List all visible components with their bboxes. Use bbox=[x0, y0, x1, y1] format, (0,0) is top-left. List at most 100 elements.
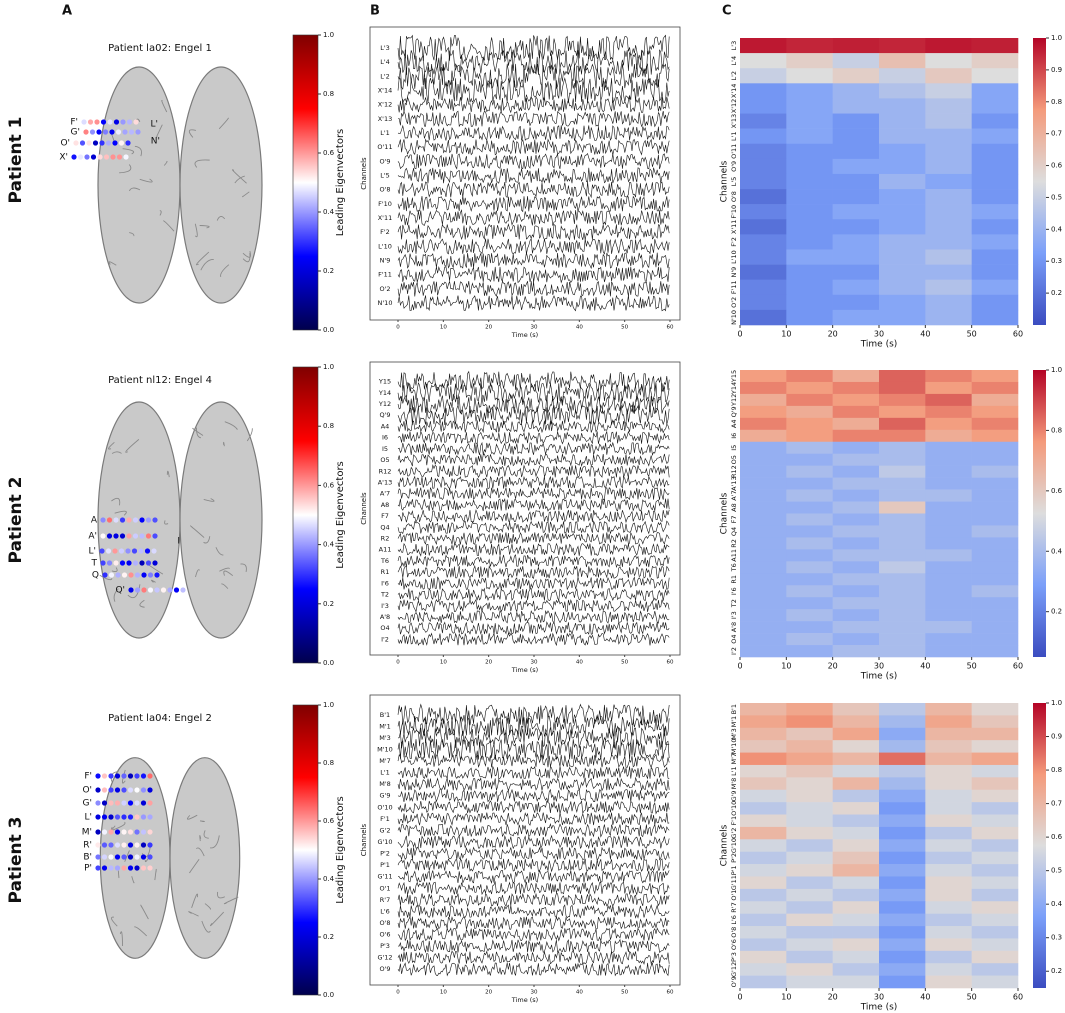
heatmap-cell bbox=[971, 417, 1019, 431]
heatmap-cell bbox=[879, 621, 926, 634]
heatmap-channel-label: O'8 bbox=[730, 191, 738, 202]
electrode bbox=[126, 560, 132, 566]
channel-label: T2 bbox=[380, 591, 389, 599]
gyrus bbox=[224, 421, 238, 430]
colorbar bbox=[292, 34, 319, 331]
channel-label: B'1 bbox=[380, 711, 390, 719]
heatmap-cell bbox=[786, 777, 833, 791]
eeg-trace bbox=[397, 138, 670, 156]
gyrus bbox=[234, 175, 245, 184]
heatmap-cell bbox=[971, 864, 1019, 877]
heatmap-cell bbox=[971, 405, 1019, 419]
heatmap-cell bbox=[832, 417, 880, 431]
panel-label: C bbox=[722, 4, 732, 19]
heatmap-cell bbox=[740, 727, 787, 741]
heatmap-channel-label: O'11 bbox=[730, 144, 738, 159]
eeg-trace bbox=[397, 393, 670, 415]
gyrus bbox=[129, 232, 135, 237]
heatmap-cell bbox=[925, 83, 972, 99]
heatmap-cell bbox=[740, 370, 787, 383]
x-axis-label: Time (s) bbox=[860, 672, 898, 682]
hemisphere bbox=[179, 401, 263, 639]
heatmap-cell bbox=[832, 876, 880, 890]
heatmap-cell bbox=[925, 802, 972, 815]
channel-label: A11 bbox=[379, 546, 392, 554]
heatmap-cell bbox=[832, 204, 880, 220]
heatmap-cell bbox=[740, 113, 787, 129]
heatmap-cell bbox=[786, 888, 833, 902]
electrode bbox=[120, 119, 126, 125]
electrode bbox=[118, 140, 125, 146]
electrode-label: P' bbox=[84, 864, 92, 874]
heatmap-cell bbox=[879, 645, 926, 658]
heatmap-cell bbox=[925, 249, 972, 265]
gyrus bbox=[188, 129, 197, 138]
colorbar-tick-label: 1.0 bbox=[1051, 699, 1062, 707]
heatmap-cell bbox=[971, 370, 1019, 383]
channel-label: O'9 bbox=[379, 157, 390, 165]
heatmap-cell bbox=[786, 851, 833, 865]
electrode bbox=[108, 773, 114, 779]
heatmap-cell bbox=[832, 453, 880, 466]
heatmap-channel-label: O4 bbox=[730, 634, 738, 643]
x-tick-label: 40 bbox=[576, 325, 583, 331]
y-axis-label: Channels bbox=[360, 492, 368, 525]
channel-label: M'3 bbox=[379, 734, 391, 742]
heatmap-cell bbox=[925, 513, 972, 526]
heatmap-cell bbox=[971, 561, 1019, 574]
heatmap-cell bbox=[832, 851, 880, 865]
eeg-trace bbox=[397, 124, 670, 142]
heatmap-channel-label: X'11 bbox=[730, 220, 738, 235]
electrode bbox=[108, 829, 114, 835]
electrode bbox=[128, 129, 135, 135]
x-axis-label: Time (s) bbox=[860, 340, 898, 350]
heatmap-cell bbox=[879, 814, 926, 828]
heatmap-cell bbox=[971, 279, 1019, 296]
colorbar-tick-label: 0.5 bbox=[1051, 867, 1062, 875]
heatmap-cell bbox=[879, 926, 926, 939]
electrode-label: F' bbox=[84, 772, 92, 782]
heatmap-cell bbox=[925, 975, 972, 989]
eeg-trace bbox=[397, 587, 670, 602]
heatmap-channel-label: Q4 bbox=[730, 527, 738, 536]
electrode bbox=[121, 829, 127, 835]
heatmap-cell bbox=[971, 826, 1019, 840]
gyrus bbox=[203, 498, 215, 502]
heatmap-cell bbox=[786, 294, 833, 311]
electrode bbox=[126, 517, 132, 523]
electrode bbox=[145, 517, 152, 523]
x-tick-label: 20 bbox=[828, 330, 838, 339]
heatmap-cell bbox=[832, 777, 880, 791]
colorbar-tick-label: 0.2 bbox=[1051, 289, 1062, 297]
x-tick-label: 10 bbox=[781, 993, 791, 1002]
heatmap-cell bbox=[971, 938, 1019, 952]
heatmap-cell bbox=[879, 537, 926, 550]
electrode bbox=[140, 787, 147, 793]
heatmap-channel-label: L'6 bbox=[730, 915, 738, 925]
electrode bbox=[152, 517, 158, 523]
heatmap-cell bbox=[740, 429, 787, 443]
electrode bbox=[140, 773, 147, 779]
brain bbox=[71, 66, 263, 304]
heatmap-channel-label: R1 bbox=[730, 575, 738, 584]
heatmap-cell bbox=[971, 309, 1019, 326]
heatmap-cell bbox=[925, 204, 972, 220]
heatmap-cell bbox=[879, 370, 926, 383]
heatmap-cell bbox=[879, 975, 926, 989]
heatmap-cell bbox=[740, 381, 787, 395]
heatmap-cell bbox=[786, 864, 833, 877]
eeg-trace bbox=[397, 892, 670, 908]
heatmap-cell bbox=[925, 417, 972, 431]
heatmap-cell bbox=[740, 417, 787, 431]
electrode bbox=[107, 119, 113, 125]
heatmap-cell bbox=[786, 501, 833, 514]
heatmap-cell bbox=[786, 219, 833, 235]
electrode bbox=[95, 842, 101, 848]
eeg-trace bbox=[397, 962, 670, 977]
gyrus bbox=[110, 916, 118, 927]
heatmap-cell bbox=[832, 888, 880, 902]
gyrus bbox=[108, 261, 117, 266]
heatmap-cell bbox=[879, 597, 926, 610]
gyrus bbox=[187, 814, 198, 820]
heatmap-channel-label: R2 bbox=[730, 539, 738, 548]
